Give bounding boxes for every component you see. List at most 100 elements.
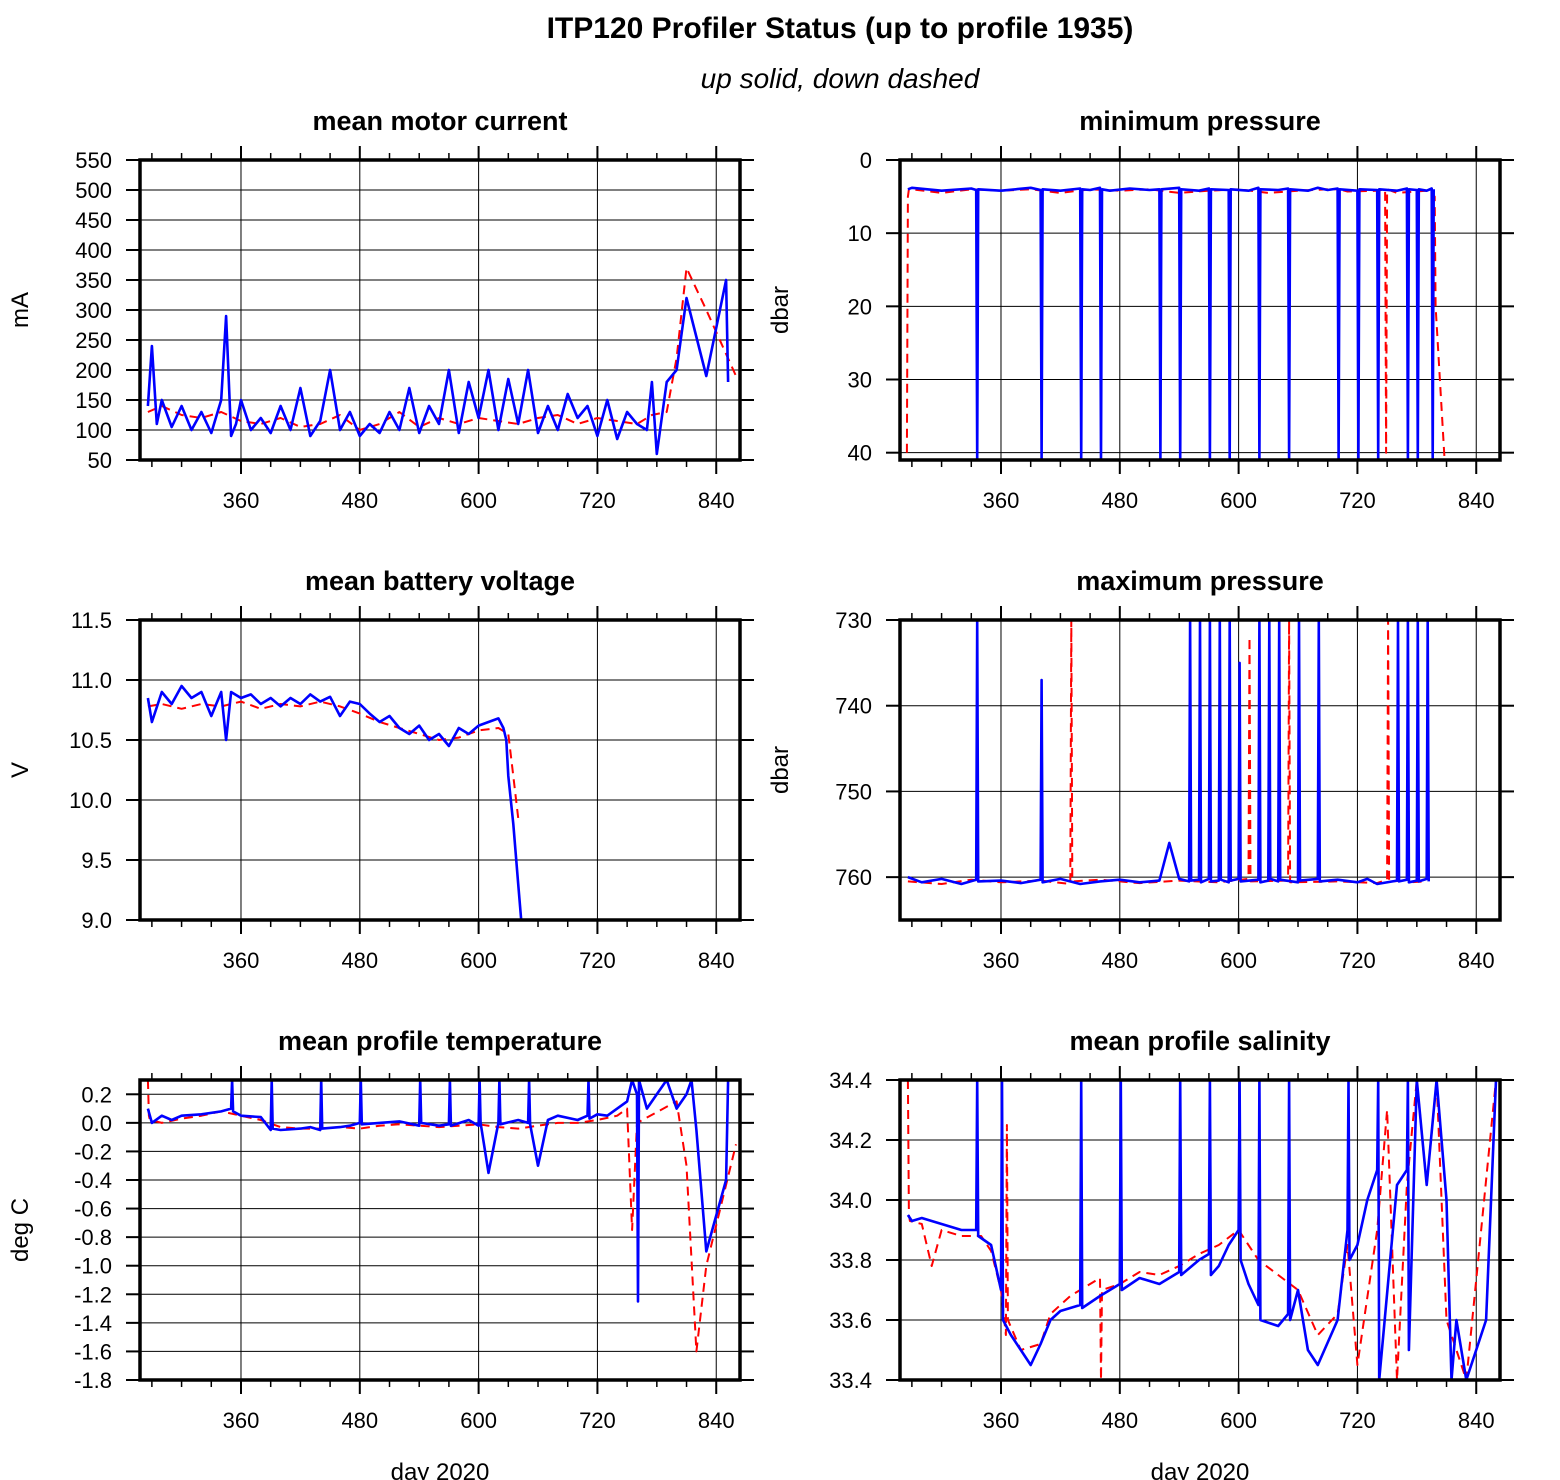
series-line-up [146, 1080, 730, 1303]
chart-title: maximum pressure [1076, 566, 1324, 596]
y-tick-label: 33.6 [829, 1308, 872, 1333]
x-tick-label: 600 [1220, 948, 1257, 973]
x-tick-label: 600 [460, 948, 497, 973]
x-tick-label: 720 [1339, 1408, 1376, 1433]
series-line-down [146, 1080, 737, 1353]
y-tick-label: -1.2 [74, 1282, 112, 1307]
y-tick-label: -1.8 [74, 1368, 112, 1393]
series-line-down [147, 700, 520, 819]
data-layer [906, 1080, 1498, 1380]
x-tick-label: 360 [223, 488, 260, 513]
y-tick-label: 20 [848, 294, 872, 319]
y-tick-label: 300 [75, 298, 112, 323]
y-tick-label: 550 [75, 148, 112, 173]
x-axis-label: day 2020 [391, 1459, 490, 1480]
plot-frame [138, 1078, 742, 1382]
x-tick-label: 480 [1101, 1408, 1138, 1433]
chart-panel-2: minimum pressure dbar 360 480 600 720 840 0 10 20… [767, 106, 1514, 513]
y-tick-label: 34.0 [829, 1188, 872, 1213]
x-tick-label: 600 [460, 488, 497, 513]
x-tick-label: 480 [341, 488, 378, 513]
x-tick-label: 840 [698, 948, 735, 973]
y-tick-label: 10.5 [69, 728, 112, 753]
series-line-down [905, 188, 1446, 460]
y-tick-label: 400 [75, 238, 112, 263]
x-tick-label: 720 [579, 948, 616, 973]
y-tick-label: -1.0 [74, 1254, 112, 1279]
y-axis-label: dbar [767, 746, 794, 794]
y-tick-label: 0.2 [81, 1082, 112, 1107]
y-tick-label: 10 [848, 221, 872, 246]
y-tick-label: 11.0 [71, 668, 112, 693]
y-tick-label: 0.0 [81, 1111, 112, 1136]
series-line-up [907, 186, 1435, 460]
y-tick-label: 250 [75, 328, 112, 353]
y-tick-label: 50 [88, 448, 112, 473]
plot-frame [898, 1078, 1502, 1382]
y-tick-label: 11.5 [71, 608, 112, 633]
y-tick-label: 350 [75, 268, 112, 293]
figure-subtitle: up solid, down dashed [701, 63, 981, 94]
y-tick-label: 760 [835, 865, 872, 890]
x-tick-label: 360 [983, 488, 1020, 513]
x-tick-label: 480 [341, 1408, 378, 1433]
series-line-up [906, 1080, 1498, 1380]
y-tick-label: 34.4 [829, 1068, 872, 1093]
y-tick-label: -0.4 [74, 1168, 112, 1193]
plot-frame [138, 618, 742, 922]
series-line-up [146, 684, 523, 920]
y-tick-label: -0.6 [74, 1197, 112, 1222]
series-line-up [146, 278, 730, 456]
y-tick-label: -0.2 [74, 1139, 112, 1164]
chart-title: mean profile temperature [278, 1026, 602, 1056]
x-tick-label: 360 [223, 948, 260, 973]
y-tick-label: 100 [75, 418, 112, 443]
y-axis-label: deg C [7, 1198, 34, 1262]
plot-frame [898, 618, 1502, 922]
y-tick-label: 450 [75, 208, 112, 233]
data-layer [146, 1080, 737, 1353]
y-tick-label: 33.4 [829, 1368, 872, 1393]
x-tick-label: 840 [1458, 488, 1495, 513]
chart-panel-5: mean profile temperature deg C day 2020 360… [7, 1026, 754, 1480]
chart-title: mean profile salinity [1069, 1026, 1330, 1056]
y-tick-label: 30 [848, 368, 872, 393]
chart-panel-3: mean battery voltage V 360 480 600 720 840 9.0 9… [7, 566, 754, 973]
y-tick-label: 34.2 [829, 1128, 872, 1153]
y-tick-label: 33.8 [829, 1248, 872, 1273]
chart-panel-6: mean profile salinity day 2020 360 480 600 72… [829, 1026, 1514, 1480]
y-tick-label: 750 [835, 779, 872, 804]
x-tick-label: 840 [698, 488, 735, 513]
plot-frame [898, 158, 1502, 462]
x-tick-label: 360 [983, 1408, 1020, 1433]
x-tick-label: 600 [1220, 1408, 1257, 1433]
x-tick-label: 480 [1101, 488, 1138, 513]
chart-title: minimum pressure [1079, 106, 1321, 136]
x-tick-label: 600 [460, 1408, 497, 1433]
y-tick-label: 40 [848, 441, 872, 466]
x-tick-label: 720 [1339, 488, 1376, 513]
x-tick-label: 480 [341, 948, 378, 973]
y-tick-label: 10.0 [69, 788, 112, 813]
x-tick-label: 360 [223, 1408, 260, 1433]
chart-panel-1: mean motor current mA 360 480 600 720 840 50 100… [7, 106, 754, 513]
x-tick-label: 720 [1339, 948, 1376, 973]
y-axis-label: dbar [767, 286, 794, 334]
x-tick-label: 840 [1458, 948, 1495, 973]
x-tick-label: 720 [579, 1408, 616, 1433]
y-tick-label: 9.0 [81, 908, 112, 933]
y-tick-label: 730 [835, 608, 872, 633]
data-layer [905, 186, 1446, 460]
x-tick-label: 480 [1101, 948, 1138, 973]
plot-frame [138, 158, 742, 462]
x-tick-label: 600 [1220, 488, 1257, 513]
x-tick-label: 840 [698, 1408, 735, 1433]
y-tick-label: -1.4 [74, 1311, 112, 1336]
y-tick-label: 500 [75, 178, 112, 203]
y-tick-label: 200 [75, 358, 112, 383]
x-tick-label: 720 [579, 488, 616, 513]
y-tick-label: 740 [835, 694, 872, 719]
data-layer [146, 267, 737, 456]
